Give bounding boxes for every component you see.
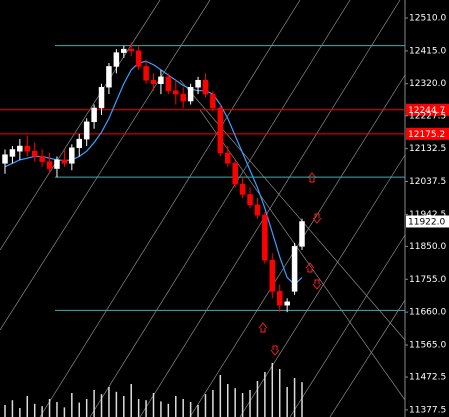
candle-body — [173, 90, 179, 95]
y-tick-label: 12510.0 — [409, 13, 446, 23]
y-tick-label: 11660.0 — [409, 308, 446, 318]
y-tick-label: 12037.5 — [409, 177, 446, 187]
price-tag-box — [406, 127, 449, 140]
price-tag-label: 12244.7 — [408, 106, 445, 116]
candle-body — [113, 52, 120, 67]
y-tick-label: 12320.0 — [409, 79, 446, 89]
candle-body — [17, 145, 23, 152]
candle-body — [61, 159, 68, 164]
candle-body — [150, 80, 157, 84]
arrows — [258, 172, 322, 356]
price-tag-box — [406, 103, 449, 116]
candle-body — [187, 86, 194, 102]
candle-body — [24, 145, 31, 152]
candle-body — [83, 121, 90, 140]
candle-body — [299, 221, 305, 247]
y-tick-label: 12132.5 — [409, 144, 446, 154]
candle-body — [106, 66, 112, 88]
candle-body — [262, 214, 268, 261]
candle-body — [165, 76, 172, 91]
candle-body — [31, 150, 38, 157]
candle-body — [232, 163, 238, 185]
diagonal-lines — [0, 0, 406, 417]
candle-body — [39, 156, 45, 162]
candle-body — [276, 291, 283, 306]
candle-body — [254, 204, 261, 216]
candle-body — [9, 149, 16, 157]
y-tick-label: 11755.0 — [409, 275, 446, 285]
candle-body — [291, 246, 298, 292]
candle-body — [91, 107, 97, 123]
price-tag-label: 12175.2 — [408, 130, 445, 140]
moving-average — [4, 60, 303, 286]
candle-body — [54, 159, 60, 169]
candle-body — [210, 93, 216, 109]
candle-body — [69, 147, 75, 164]
candle-body — [269, 259, 276, 292]
candle-body — [46, 161, 53, 169]
candle-body — [158, 76, 164, 84]
y-tick-label: 11850.0 — [409, 242, 446, 252]
y-tick-label: 11472.5 — [409, 373, 446, 383]
candle-body — [143, 66, 149, 81]
candle-body — [180, 93, 186, 102]
candle-body — [76, 138, 82, 149]
candle-body — [2, 154, 8, 164]
price-tag-box — [406, 215, 449, 228]
y-tick-label: 11565.0 — [409, 341, 446, 351]
candle-body — [128, 48, 134, 52]
candle-body — [284, 301, 290, 306]
y-tick-label: 11377.5 — [409, 405, 446, 415]
candle-body — [247, 194, 253, 206]
candle-body — [225, 152, 231, 164]
y-tick-label: 11942.5 — [409, 210, 446, 220]
candle-body — [195, 80, 201, 88]
candle-body — [217, 107, 224, 154]
y-tick-label: 12227.5 — [409, 111, 446, 121]
price-tag-label: 11922.0 — [408, 217, 445, 227]
y-tick-label: 12415.0 — [409, 46, 446, 56]
candle-body — [135, 50, 142, 67]
candle-body — [202, 80, 209, 95]
candle-body — [239, 183, 246, 195]
candle-body — [121, 48, 127, 53]
candle-body — [98, 86, 105, 109]
